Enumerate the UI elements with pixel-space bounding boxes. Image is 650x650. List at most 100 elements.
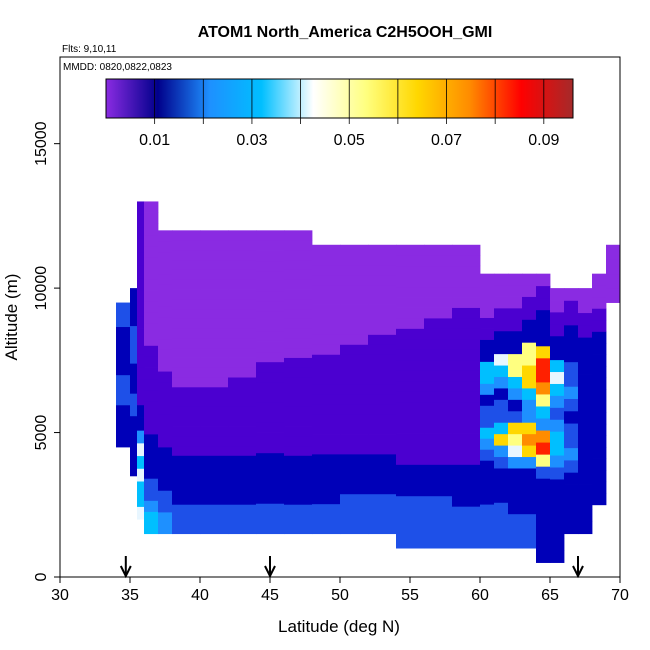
heatmap-cell	[592, 319, 607, 332]
heatmap-cell	[256, 503, 285, 514]
heatmap-cell	[200, 514, 229, 525]
heatmap-cell	[172, 259, 201, 270]
heatmap-cell	[144, 445, 159, 457]
heatmap-cell	[396, 370, 425, 382]
heatmap-cell	[200, 298, 229, 310]
heatmap-cell	[130, 468, 138, 477]
heatmap-cell	[130, 430, 138, 439]
heatmap-cell	[396, 422, 425, 434]
heatmap-cell	[564, 324, 579, 338]
heatmap-cell	[396, 265, 425, 277]
heatmap-cell	[592, 377, 607, 390]
heatmap-cell	[137, 442, 145, 457]
heatmap-cell	[452, 485, 481, 497]
x-tick-label: 50	[331, 587, 349, 604]
heatmap-cell	[452, 516, 481, 528]
heatmap-cell	[550, 550, 565, 563]
heatmap-cell	[137, 366, 145, 380]
heatmap-cell	[508, 388, 523, 400]
heatmap-cell	[592, 273, 607, 286]
heatmap-cell	[144, 456, 159, 468]
colorbar-tick-label: 0.01	[139, 132, 170, 149]
y-tick-label: 15000	[33, 121, 50, 166]
heatmap-cell	[116, 410, 131, 418]
heatmap-cell	[368, 483, 397, 495]
heatmap-cell	[480, 372, 495, 384]
heatmap-cell	[256, 493, 285, 504]
heatmap-cell	[522, 376, 537, 389]
heatmap-cell	[312, 404, 341, 415]
heatmap-cell	[228, 377, 257, 388]
heatmap-cell	[564, 509, 579, 522]
heatmap-cell	[508, 479, 523, 492]
heatmap-cell	[116, 326, 131, 334]
heatmap-cell	[340, 414, 369, 425]
heatmap-cell	[452, 307, 481, 319]
heatmap-cell	[228, 279, 257, 290]
heatmap-cell	[130, 325, 138, 334]
heatmap-cell	[536, 297, 551, 311]
heatmap-cell	[158, 284, 173, 296]
heatmap-cell	[284, 465, 313, 476]
heatmap-cell	[480, 284, 495, 297]
heatmap-cell	[368, 404, 397, 415]
heatmap-cell	[130, 363, 138, 372]
heatmap-cell	[256, 291, 285, 302]
heatmap-cell	[116, 332, 131, 340]
heatmap-cell	[536, 382, 551, 395]
heatmap-cell	[172, 289, 201, 300]
heatmap-cell	[536, 442, 551, 455]
heatmap-cell	[508, 273, 523, 286]
heatmap-cell	[228, 474, 257, 486]
heatmap-cell	[494, 513, 509, 526]
heatmap-cell	[144, 334, 159, 346]
heatmap-cell	[368, 414, 397, 425]
heatmap-cell	[312, 523, 341, 535]
heatmap-cell	[452, 328, 481, 340]
heatmap-cell	[522, 365, 537, 377]
heatmap-cell	[340, 523, 369, 535]
heatmap-cell	[494, 307, 509, 320]
heatmap-cell	[494, 273, 509, 286]
heatmap-cell	[130, 310, 138, 319]
heatmap-cell	[228, 504, 257, 515]
heatmap-cell	[564, 521, 579, 535]
heatmap-cell	[592, 389, 607, 402]
heatmap-cell	[130, 370, 138, 379]
heatmap-cell	[508, 319, 523, 332]
heatmap-cell	[200, 474, 229, 486]
heatmap-cell	[550, 419, 565, 432]
heatmap-cell	[312, 414, 341, 425]
heatmap-cell	[144, 367, 159, 380]
heatmap-cell	[396, 359, 425, 371]
heatmap-cell	[550, 407, 565, 420]
heatmap-cell	[564, 386, 579, 400]
heatmap-cell	[522, 273, 537, 286]
heatmap-cell	[284, 308, 313, 319]
heatmap-cell	[200, 357, 229, 368]
heatmap-cell	[256, 442, 285, 454]
heatmap-cell	[130, 303, 138, 312]
heatmap-cell	[172, 514, 201, 525]
heatmap-cell	[172, 308, 201, 319]
heatmap-cell	[424, 527, 453, 539]
heatmap-cell	[480, 449, 495, 461]
x-tick-label: 55	[401, 587, 419, 604]
heatmap-cell	[592, 435, 607, 448]
heatmap-cell	[130, 385, 138, 394]
heatmap-cell	[200, 367, 229, 378]
heatmap-cell	[480, 537, 495, 549]
heatmap-cell	[536, 502, 551, 515]
heatmap-cell	[494, 285, 509, 297]
heatmap-cell	[340, 314, 369, 325]
heatmap-cell	[144, 345, 159, 357]
heatmap-cell	[480, 317, 495, 329]
heatmap-cell	[368, 453, 397, 465]
heatmap-cell	[508, 365, 523, 377]
heatmap-cell	[522, 468, 537, 480]
heatmap-cell	[536, 394, 551, 407]
x-tick-label: 65	[541, 587, 559, 604]
heatmap-cell	[508, 445, 523, 458]
heatmap-cell	[452, 255, 481, 267]
heatmap-cell	[228, 230, 257, 241]
